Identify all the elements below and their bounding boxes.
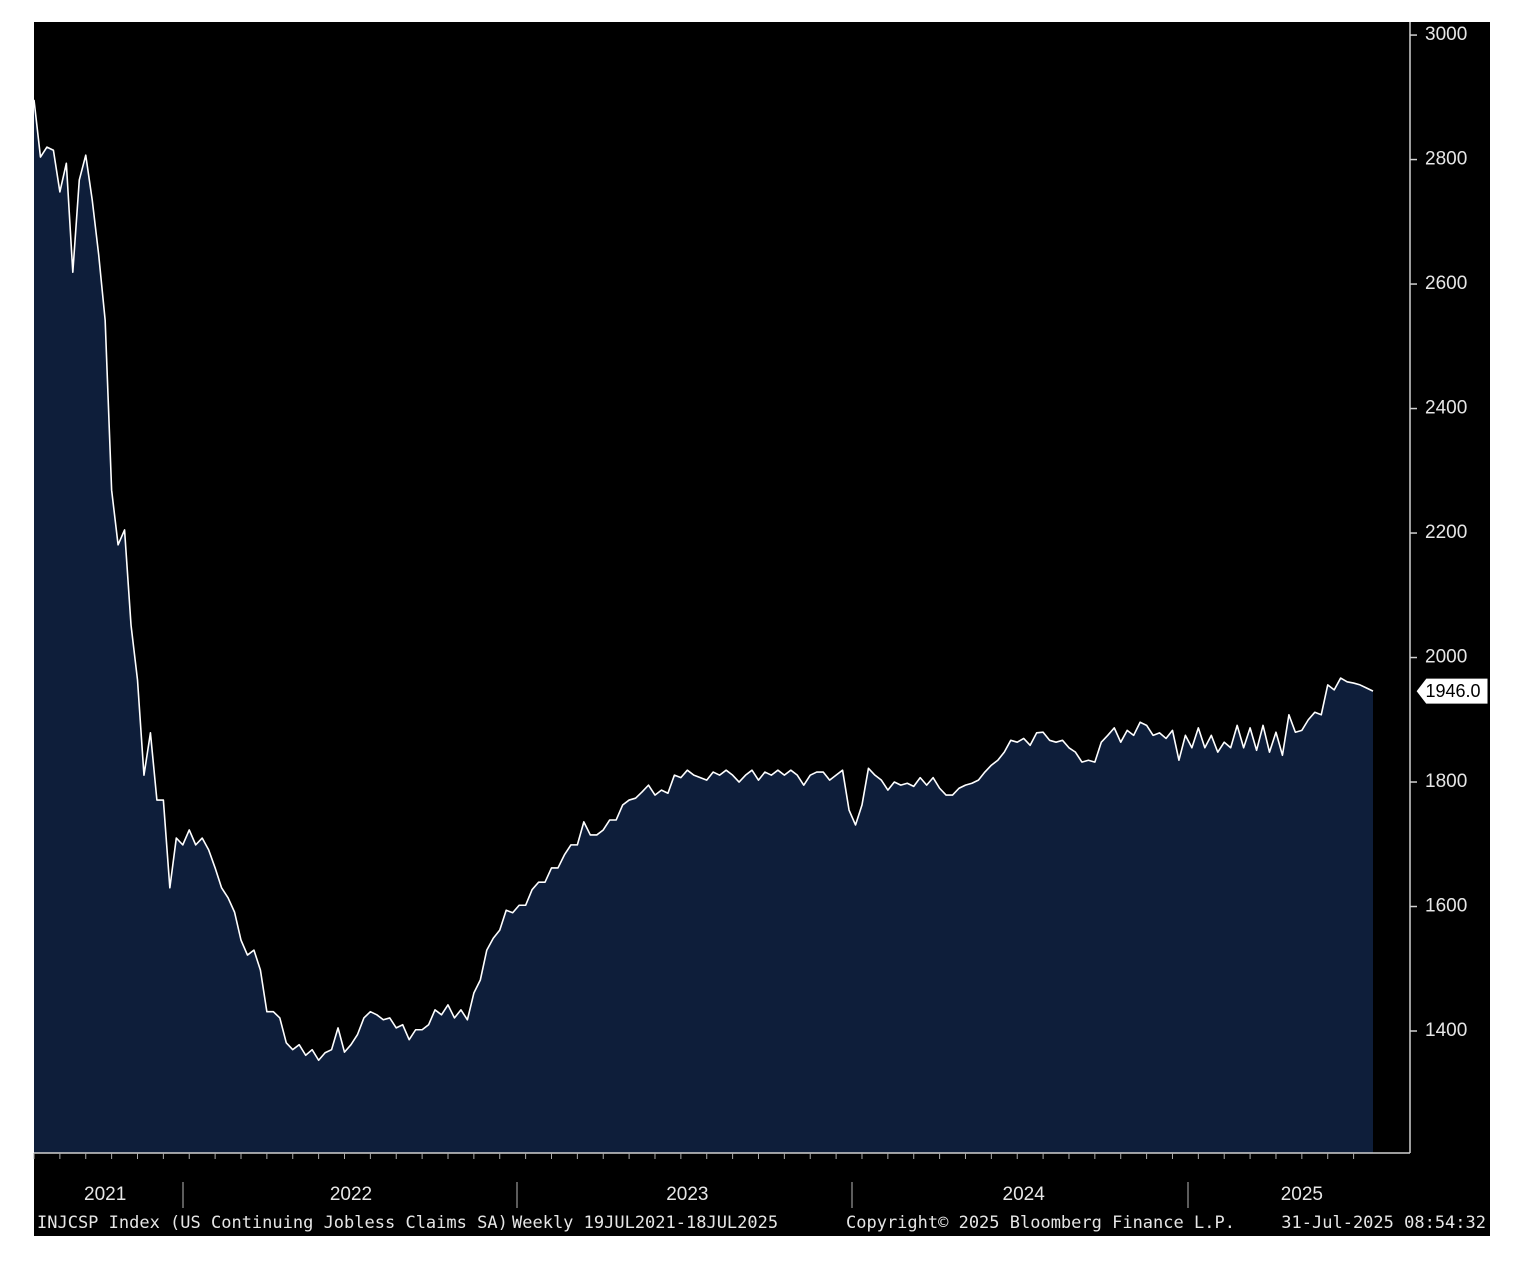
y-tick-label: 1600 bbox=[1425, 896, 1467, 917]
x-tick-label: 2024 bbox=[1003, 1184, 1046, 1205]
y-tick-label: 2400 bbox=[1425, 398, 1467, 419]
footer-text: INJCSP Index (US Continuing Jobless Clai… bbox=[37, 1213, 508, 1233]
last-value-label: 1946.0 bbox=[1425, 681, 1480, 701]
x-tick-label: 2025 bbox=[1281, 1184, 1323, 1205]
y-tick-label: 2800 bbox=[1425, 149, 1467, 170]
y-tick-label: 1800 bbox=[1425, 771, 1467, 792]
x-tick-label: 2022 bbox=[330, 1184, 372, 1205]
last-value-box bbox=[1415, 677, 1489, 705]
x-tick-label: 2021 bbox=[84, 1184, 126, 1205]
y-tick-label: 3000 bbox=[1425, 24, 1467, 45]
year-separators bbox=[182, 1182, 1189, 1208]
x-tick-label: 2023 bbox=[666, 1184, 708, 1205]
y-tick-label: 2200 bbox=[1425, 522, 1467, 543]
plot-area bbox=[33, 99, 1374, 1153]
footer-text: Weekly 19JUL2021-18JUL2025 bbox=[512, 1213, 778, 1233]
y-tick-label: 2000 bbox=[1425, 647, 1467, 668]
series-line bbox=[33, 99, 1374, 1062]
area-fill bbox=[34, 99, 1373, 1153]
footer-text: Copyright© 2025 Bloomberg Finance L.P. bbox=[846, 1213, 1235, 1233]
y-tick-label: 2600 bbox=[1425, 273, 1467, 294]
y-tick-label: 1400 bbox=[1425, 1020, 1467, 1041]
footer-text: 31-Jul-2025 08:54:32 bbox=[1281, 1213, 1486, 1233]
